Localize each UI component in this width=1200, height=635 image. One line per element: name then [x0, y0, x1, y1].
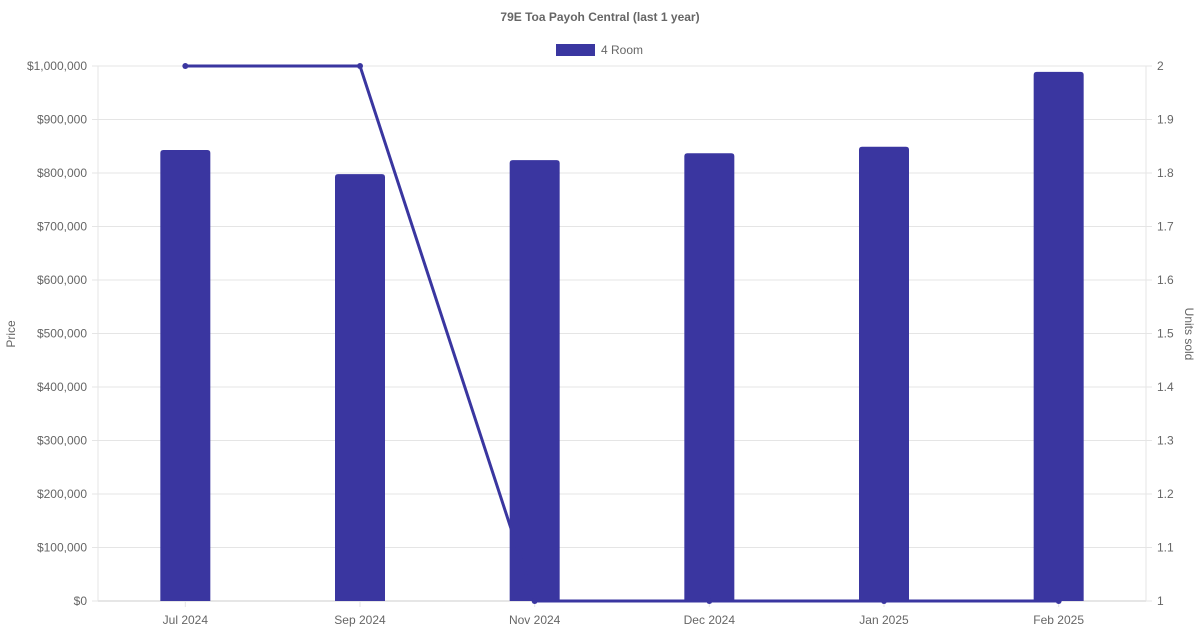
y2-tick-label: 1.6: [1157, 273, 1174, 287]
line-point: [182, 63, 189, 69]
legend-swatch: [556, 44, 595, 56]
y-tick-label: $800,000: [37, 166, 87, 180]
bar: [335, 174, 385, 601]
y2-tick-label: 1.2: [1157, 487, 1174, 501]
y-tick-label: $900,000: [37, 113, 87, 127]
bar: [684, 153, 735, 601]
y-tick-label: $600,000: [37, 273, 87, 287]
bar: [1033, 71, 1084, 601]
y-tick-label: $300,000: [37, 434, 87, 448]
y2-tick-label: 1.5: [1157, 327, 1174, 341]
y-tick-label: $400,000: [37, 380, 87, 394]
y-tick-label: $200,000: [37, 487, 87, 501]
y2-tick-label: 2: [1157, 59, 1164, 73]
y2-axis-label: Units sold: [1182, 308, 1196, 361]
line-point: [706, 598, 713, 604]
y-tick-label: $0: [74, 594, 88, 608]
units-sold-line: [185, 64, 1059, 603]
y2-tick-label: 1.1: [1157, 541, 1174, 555]
line-point: [881, 598, 887, 604]
legend[interactable]: 4 Room: [556, 43, 643, 57]
line-point: [1055, 598, 1062, 604]
y2-tick-label: 1.3: [1157, 434, 1174, 448]
bar: [160, 149, 211, 601]
bar: [859, 146, 909, 601]
y2-tick-label: 1.4: [1157, 380, 1174, 394]
y-tick-label: $100,000: [37, 541, 87, 555]
x-tick-label: Dec 2024: [684, 613, 736, 627]
line-point: [531, 598, 538, 604]
x-tick-label: Jul 2024: [163, 613, 209, 627]
y-tick-label: $500,000: [37, 327, 87, 341]
y2-tick-label: 1.7: [1157, 220, 1174, 234]
x-tick-label: Feb 2025: [1033, 613, 1084, 627]
x-tick-label: Sep 2024: [334, 613, 386, 627]
legend-label: 4 Room: [601, 43, 643, 57]
bar: [509, 160, 560, 601]
y-tick-label: $700,000: [37, 220, 87, 234]
x-tick-label: Nov 2024: [509, 613, 561, 627]
y2-tick-label: 1.8: [1157, 166, 1174, 180]
y2-tick-label: 1.9: [1157, 113, 1174, 127]
y-axis-label: Price: [4, 320, 18, 348]
y2-tick-label: 1: [1157, 594, 1164, 608]
line-point: [357, 63, 363, 69]
y-tick-label: $1,000,000: [27, 59, 87, 73]
x-tick-label: Jan 2025: [859, 613, 909, 627]
chart-title: 79E Toa Payoh Central (last 1 year): [500, 10, 699, 24]
